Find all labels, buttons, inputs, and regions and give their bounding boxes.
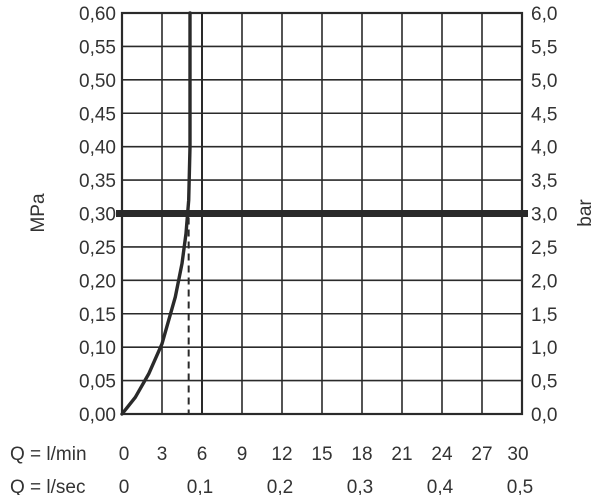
x-axis-title-lsec: Q = l/sec	[10, 477, 86, 495]
x-tick-label-lmin: 15	[311, 444, 332, 465]
left-tick-label: 0,30	[79, 205, 116, 226]
right-tick-label: 4,5	[531, 104, 557, 125]
right-axis-title: bar	[575, 199, 596, 227]
x-tick-label-lmin: 24	[431, 444, 453, 465]
left-tick-label: 0,05	[79, 372, 116, 393]
x-tick-label-lsec: 0	[119, 477, 130, 495]
right-tick-label: 4,0	[531, 138, 557, 159]
right-tick-label: 1,0	[531, 338, 557, 359]
right-tick-label: 2,5	[531, 238, 557, 259]
right-tick-label: 5,0	[531, 71, 557, 92]
x-tick-label-lmin: 3	[157, 444, 168, 465]
x-tick-label-lmin: 9	[237, 444, 248, 465]
left-tick-label: 0,60	[79, 4, 116, 25]
x-axis-title-lmin: Q = l/min	[10, 444, 87, 465]
left-tick-label: 0,00	[79, 405, 116, 426]
x-tick-label-lsec: 0,2	[267, 477, 293, 495]
tick-labels: 0,000,050,100,150,200,250,300,350,400,45…	[79, 4, 557, 495]
left-tick-label: 0,20	[79, 271, 116, 292]
left-tick-label: 0,15	[79, 305, 116, 326]
x-tick-label-lmin: 30	[507, 444, 528, 465]
right-tick-label: 1,5	[531, 305, 557, 326]
right-tick-label: 5,5	[531, 37, 557, 58]
x-tick-label-lsec: 0,4	[427, 477, 454, 495]
chart-marks	[116, 11, 528, 416]
x-tick-label-lsec: 0,5	[507, 477, 533, 495]
right-tick-label: 3,0	[531, 205, 557, 226]
x-tick-label-lmin: 12	[271, 444, 292, 465]
right-tick-label: 6,0	[531, 4, 557, 25]
left-axis-title: MPa	[28, 193, 49, 233]
x-tick-label-lsec: 0,3	[347, 477, 373, 495]
left-tick-label: 0,50	[79, 71, 116, 92]
x-tick-label-lmin: 21	[391, 444, 412, 465]
left-tick-label: 0,55	[79, 37, 116, 58]
right-tick-label: 3,5	[531, 171, 557, 192]
left-tick-label: 0,45	[79, 104, 116, 125]
x-tick-label-lmin: 6	[197, 444, 208, 465]
left-tick-label: 0,25	[79, 238, 116, 259]
x-tick-label-lmin: 0	[119, 444, 130, 465]
left-tick-label: 0,40	[79, 138, 116, 159]
right-tick-label: 0,5	[531, 372, 557, 393]
left-tick-label: 0,35	[79, 171, 116, 192]
x-tick-label-lmin: 27	[471, 444, 492, 465]
right-tick-label: 0,0	[531, 405, 557, 426]
x-tick-label-lmin: 18	[351, 444, 372, 465]
right-tick-label: 2,0	[531, 271, 557, 292]
flow-curve	[120, 11, 192, 416]
left-tick-label: 0,10	[79, 338, 116, 359]
x-tick-label-lsec: 0,1	[187, 477, 213, 495]
